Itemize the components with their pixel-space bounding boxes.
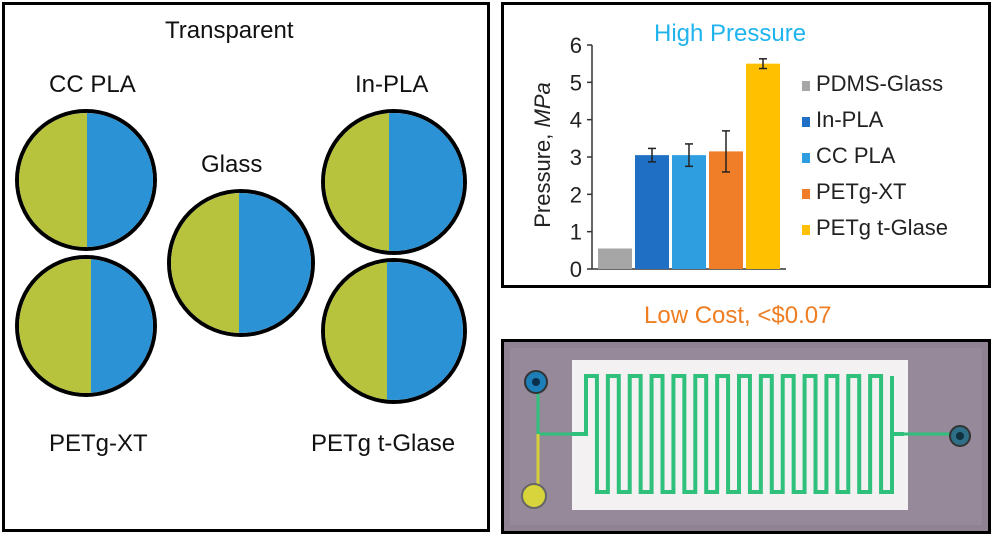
pressure-chart-panel: High Pressure Pressure, MPa 0 1 2 3 4 5 6 PDMS… — [501, 2, 991, 288]
sample-label-glass: Glass — [201, 151, 263, 178]
transparency-title: Transparent — [165, 17, 294, 44]
transparency-panel: Transparent CC PLA Glass In-PLA PETg-XT … — [2, 2, 490, 532]
sample-disc-in-pla — [321, 109, 467, 255]
sample-label-in-pla: In-PLA — [355, 71, 429, 98]
legend-label: CC PLA — [816, 143, 896, 168]
sample-label-petg-xt: PETg-XT — [49, 430, 148, 457]
serpentine-channel — [572, 374, 904, 494]
yellow-inlet-port — [521, 483, 547, 509]
sample-label-cc-pla: CC PLA — [49, 71, 136, 98]
y-tick-label: 4 — [570, 108, 582, 133]
sample-label-petg-t-glase: PETg t-Glase — [311, 430, 456, 457]
pressure-chart: High Pressure Pressure, MPa 0 1 2 3 4 5 6 PDMS… — [530, 20, 948, 282]
bars — [598, 58, 780, 269]
y-tick-label: 2 — [570, 182, 582, 207]
legend-swatch — [802, 189, 810, 199]
legend-label: PETg t-Glase — [816, 215, 948, 240]
legend-swatch — [802, 225, 810, 235]
y-axis-label-prefix: Pressure, — [530, 127, 555, 227]
legend-swatch — [802, 153, 810, 163]
y-tick-label: 3 — [570, 145, 582, 170]
sample-disc-petg-xt — [15, 255, 157, 397]
sample-disc-petg-t-glase — [321, 258, 467, 404]
y-axis-label: Pressure, MPa — [530, 82, 555, 228]
legend: PDMS-Glass In-PLA CC PLA PETg-XT PETg t-Glas… — [802, 71, 948, 240]
legend-swatch — [802, 117, 810, 127]
bar-in-pla — [635, 155, 669, 269]
y-tick-label: 1 — [570, 220, 582, 245]
chip-illustration — [504, 342, 988, 531]
y-axis-label-unit: MPa — [530, 82, 555, 127]
bar-petg-t-glase — [746, 63, 780, 269]
legend-swatch — [802, 81, 810, 91]
y-tick-label: 0 — [570, 257, 582, 282]
y-tick-label: 6 — [570, 33, 582, 58]
cost-label: Low Cost, <$0.07 — [644, 302, 832, 329]
microfluidic-chip-photo — [501, 339, 991, 534]
legend-label: In-PLA — [816, 107, 884, 132]
chart-title: High Pressure — [654, 20, 806, 47]
legend-label: PDMS-Glass — [816, 71, 943, 96]
bar-cc-pla — [672, 155, 706, 269]
sample-disc-glass — [167, 189, 315, 337]
y-tick-label: 5 — [570, 70, 582, 95]
bar-pdms-glass — [598, 248, 632, 269]
legend-label: PETg-XT — [816, 179, 906, 204]
sample-disc-cc-pla — [15, 109, 157, 251]
